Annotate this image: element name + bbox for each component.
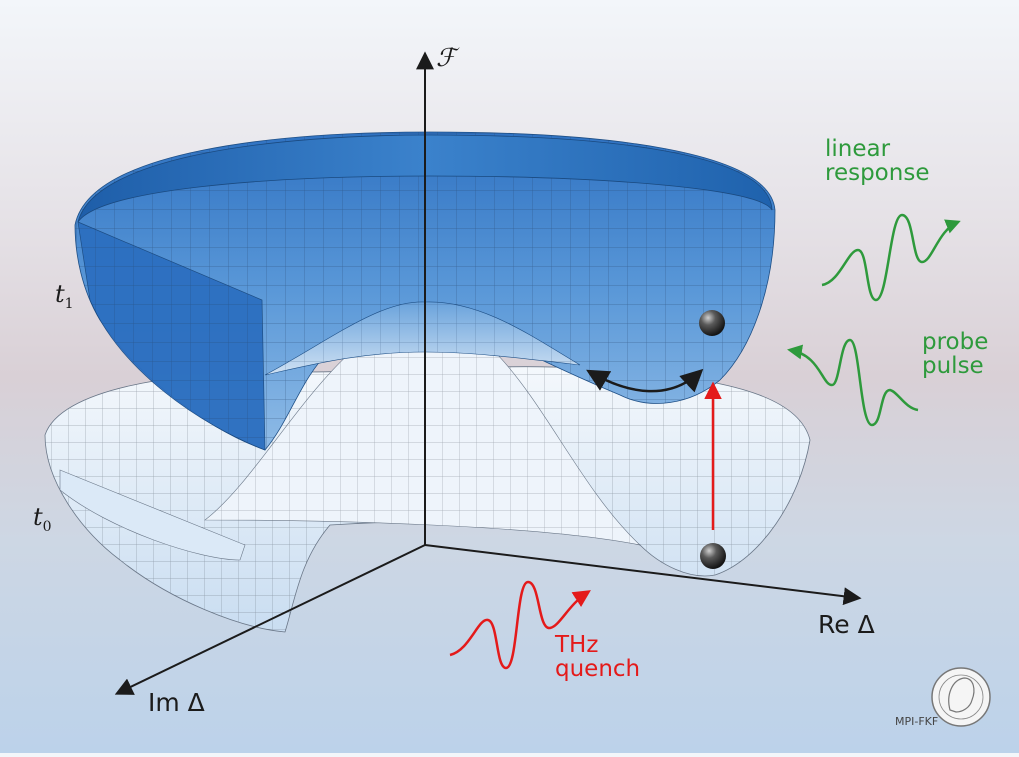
amplitude-oscillation-arrow xyxy=(586,368,704,393)
im-axis-line xyxy=(114,544,426,695)
re-axis-label: Re Δ xyxy=(818,610,875,639)
linear-response-line1: linear xyxy=(825,136,891,162)
f-axis-label: ℱ xyxy=(436,43,456,72)
linear-response-line2: response xyxy=(825,160,930,187)
linear-response-label: linear response xyxy=(825,137,929,185)
ball-t1 xyxy=(699,310,725,336)
thz-quench-line1: THz xyxy=(555,632,599,658)
im-axis-label: Im Δ xyxy=(148,688,205,717)
t0-cut-edge xyxy=(59,469,246,561)
axes xyxy=(114,51,862,695)
probe-pulse-line2: pulse xyxy=(922,353,984,380)
probe-pulse-label: probe pulse xyxy=(922,330,988,378)
probe-pulse-wave xyxy=(787,338,919,427)
re-axis-line xyxy=(424,544,862,606)
mpi-logo-text: MPI-FKF xyxy=(895,715,939,728)
ball-t0 xyxy=(700,543,726,569)
probe-pulse-line1: probe xyxy=(922,329,989,355)
linear-response-wave xyxy=(821,213,961,302)
thz-quench-line2: quench xyxy=(555,656,641,683)
t1-rim xyxy=(77,134,773,223)
t0-label: t0 xyxy=(33,503,52,535)
thz-quench-label: THz quench xyxy=(555,633,640,681)
thz-quench-wave xyxy=(449,580,591,670)
mpi-logo-seal xyxy=(931,667,991,727)
t1-label: t1 xyxy=(55,280,74,312)
